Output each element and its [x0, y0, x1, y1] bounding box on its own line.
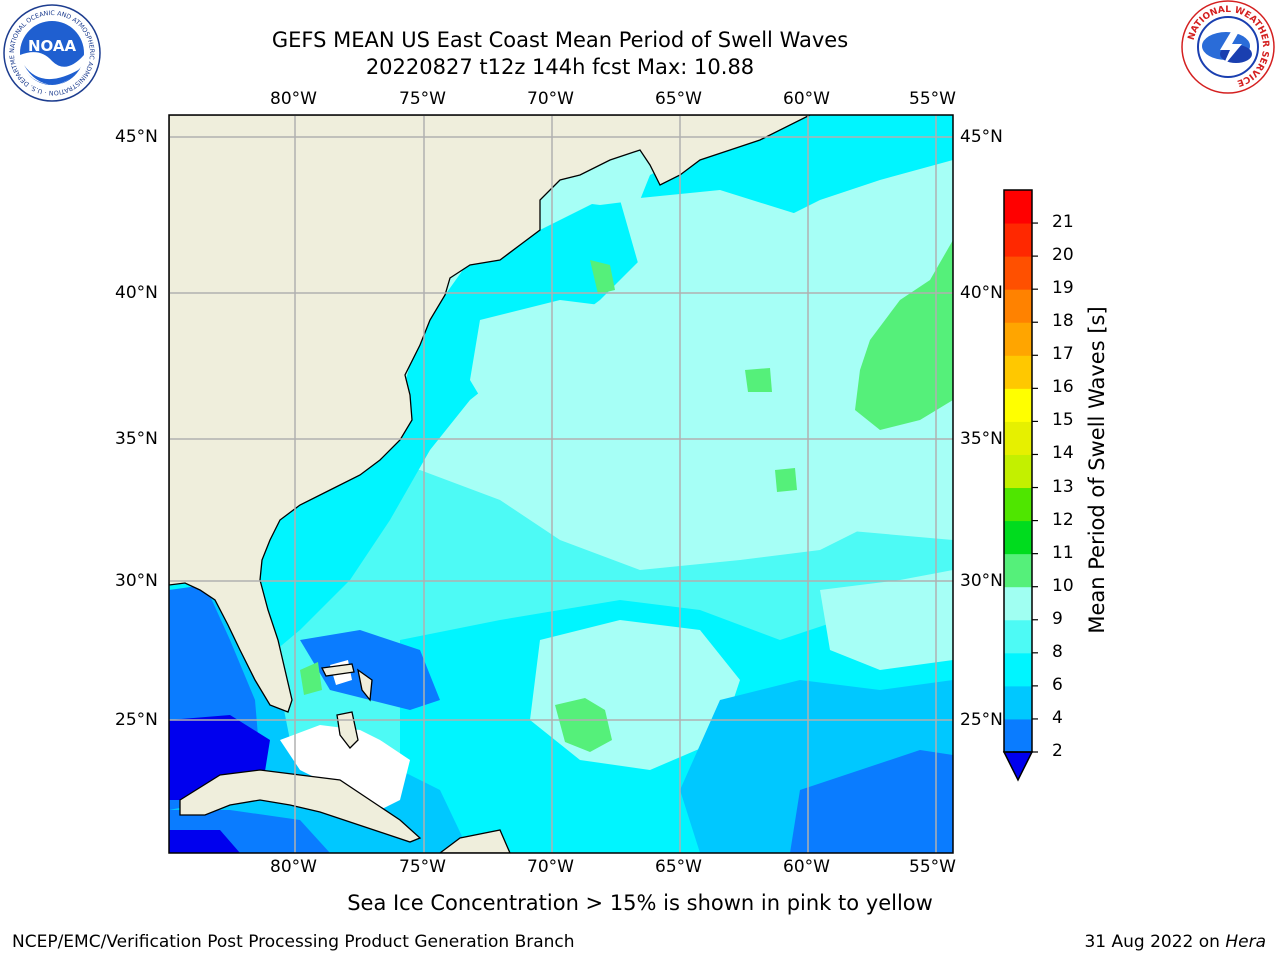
colorbar-tick-label: 19 — [1052, 278, 1074, 299]
land — [169, 115, 811, 853]
colorbar-tick-label: 11 — [1052, 542, 1074, 563]
land-cuba — [179, 769, 422, 843]
swell-patch-green-4 — [300, 662, 322, 695]
swell-period-field — [169, 115, 953, 853]
colorbar-swatch-9 — [1004, 586, 1032, 621]
land-andros — [336, 711, 359, 749]
land-grand-bahama — [321, 663, 355, 677]
colorbar-frame — [1003, 189, 1033, 753]
sea-ice-caption: Sea Ice Concentration > 15% is shown in … — [347, 891, 933, 915]
colorbar-swatch-21 — [1004, 190, 1032, 224]
map-panel — [169, 115, 953, 853]
blank-region-bahamas — [280, 725, 410, 810]
swell-patch-green-3 — [775, 468, 797, 492]
swell-patch-green-south — [555, 698, 612, 752]
swell-region-south-blue — [790, 750, 953, 853]
colorbar-tick-label: 17 — [1052, 344, 1074, 365]
lat-label-left-45n: 45°N — [115, 127, 158, 147]
lon-label-top-55w: 55°W — [909, 89, 956, 109]
colorbar-swatch-8 — [1004, 619, 1032, 654]
colorbar-swatch-2 — [1004, 718, 1032, 753]
colorbar-tick-label: 16 — [1052, 377, 1074, 398]
colorbar-swatch-10 — [1004, 553, 1032, 588]
swell-region-coastal-cyan — [169, 115, 953, 700]
map-frame — [168, 114, 954, 854]
lat-label-right-25n: 25°N — [960, 710, 1003, 730]
footer-credit: NCEP/EMC/Verification Post Processing Pr… — [12, 932, 575, 952]
lon-label-top-60w: 60°W — [783, 89, 830, 109]
colorbar-under-arrow — [1002, 751, 1034, 782]
colorbar-tick-label: 10 — [1052, 575, 1074, 596]
swell-region-bahamas-blue — [300, 630, 440, 710]
colorbar-swatch-6 — [1004, 652, 1032, 687]
colorbar-tick-label: 13 — [1052, 476, 1074, 497]
lat-label-right-40n: 40°N — [960, 283, 1003, 303]
graticule — [169, 115, 953, 853]
swell-region-light-5 — [820, 570, 953, 670]
colorbar-tick-label: 20 — [1052, 245, 1074, 266]
lon-label-bottom-80w: 80°W — [270, 857, 317, 877]
colorbar-swatch-14 — [1004, 421, 1032, 455]
colorbar-title: Mean Period of Swell Waves [s] — [1085, 306, 1109, 634]
colorbar-swatch-19 — [1004, 256, 1032, 290]
colorbar-tick-label: 18 — [1052, 311, 1074, 332]
lat-label-right-35n: 35°N — [960, 429, 1003, 449]
swell-patch-green-northeast — [855, 240, 953, 430]
colorbar-swatch-16 — [1004, 355, 1032, 389]
colorbar-tick-label: 9 — [1052, 608, 1063, 629]
colorbar-swatch-4 — [1004, 685, 1032, 720]
footer-host: Hera — [1225, 932, 1266, 952]
nws-logo: NATIONAL WEATHER SERVICE — [1181, 0, 1275, 94]
colorbar-tick-label: 21 — [1052, 212, 1074, 233]
map-title: GEFS MEAN US East Coast Mean Period of S… — [271, 28, 849, 52]
colorbar — [1002, 189, 1038, 782]
colorbar-swatch-12 — [1004, 487, 1032, 522]
colorbar-tick-label: 6 — [1052, 674, 1063, 695]
colorbar-tick-label: 12 — [1052, 509, 1074, 530]
lon-label-top-65w: 65°W — [655, 89, 702, 109]
colorbar-swatch-15 — [1004, 388, 1032, 422]
footer-date: 31 Aug 2022 on Hera — [1084, 932, 1266, 952]
lat-label-left-35n: 35°N — [115, 429, 158, 449]
land-hispaniola — [438, 829, 511, 853]
swell-patch-green-1 — [590, 260, 615, 294]
swell-region-light-3 — [600, 420, 900, 560]
noaa-logo: NATIONAL OCEANIC AND ATMOSPHERIC ADMINIS… — [0, 0, 101, 102]
colorbar-tick-label: 15 — [1052, 410, 1074, 431]
land-north-america — [169, 115, 811, 713]
colorbar-swatch-17 — [1004, 322, 1032, 356]
colorbar-tick-label: 2 — [1052, 741, 1063, 761]
lat-label-right-45n: 45°N — [960, 127, 1003, 147]
colorbar-tick-label: 14 — [1052, 443, 1074, 464]
colorbar-tick-label: 8 — [1052, 641, 1063, 662]
lat-label-left-30n: 30°N — [115, 571, 158, 591]
map-subtitle: 20220827 t12z 144h fcst Max: 10.88 — [365, 55, 755, 79]
lon-label-bottom-70w: 70°W — [527, 857, 574, 877]
lon-label-bottom-60w: 60°W — [783, 857, 830, 877]
swell-patch-green-2 — [745, 368, 772, 392]
swell-region-caribbean-deep — [169, 830, 240, 853]
swell-region-light-2 — [620, 190, 900, 330]
colorbar-swatch-13 — [1004, 454, 1032, 489]
lon-label-top-75w: 75°W — [399, 89, 446, 109]
colorbar-swatch-11 — [1004, 520, 1032, 555]
lon-label-top-80w: 80°W — [270, 89, 317, 109]
lon-label-bottom-55w: 55°W — [909, 857, 956, 877]
colorbar-tick-label: 4 — [1052, 707, 1063, 728]
lon-label-bottom-75w: 75°W — [399, 857, 446, 877]
land-abaco — [357, 668, 373, 702]
colorbar-swatch-20 — [1004, 223, 1032, 257]
lat-label-left-40n: 40°N — [115, 283, 158, 303]
lon-label-top-70w: 70°W — [527, 89, 574, 109]
lat-label-right-30n: 30°N — [960, 571, 1003, 591]
lat-label-left-25n: 25°N — [115, 710, 158, 730]
lon-label-bottom-65w: 65°W — [655, 857, 702, 877]
footer-date-text: 31 Aug 2022 on — [1084, 932, 1220, 952]
colorbar-swatch-18 — [1004, 289, 1032, 323]
svg-text:NOAA: NOAA — [28, 37, 77, 55]
